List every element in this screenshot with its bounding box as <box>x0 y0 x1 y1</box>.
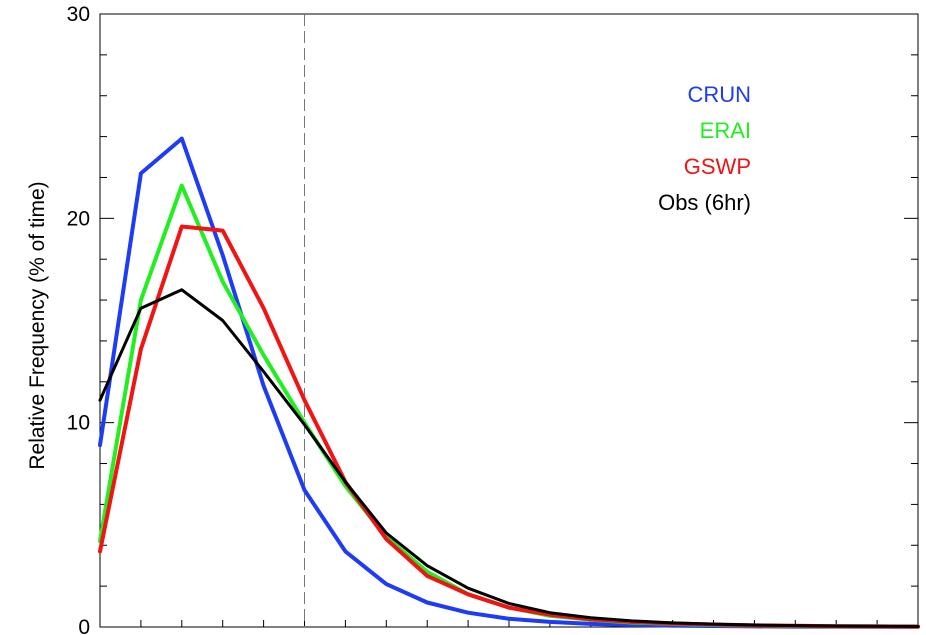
legend: CRUN ERAI GSWP Obs (6hr) <box>658 82 751 215</box>
series-line-crun <box>98 136 920 629</box>
plot-axes <box>99 13 919 628</box>
y-axis-label: Relative Frequency (% of time) <box>26 181 49 469</box>
y-tick-label: 0 <box>78 616 90 635</box>
series-line-gswp <box>98 224 920 629</box>
legend-entry: Obs (6hr) <box>658 190 751 215</box>
series-line-obs-6hr <box>98 288 920 628</box>
y-tick-label: 10 <box>67 412 90 435</box>
legend-entry: CRUN <box>687 82 751 107</box>
series-lines <box>98 136 920 629</box>
legend-entry: ERAI <box>700 118 751 143</box>
y-tick-labels: 0 10 20 30 <box>67 3 90 635</box>
legend-entry: GSWP <box>684 154 751 179</box>
y-tick-label: 20 <box>67 207 90 230</box>
y-tick-label: 30 <box>67 3 90 26</box>
